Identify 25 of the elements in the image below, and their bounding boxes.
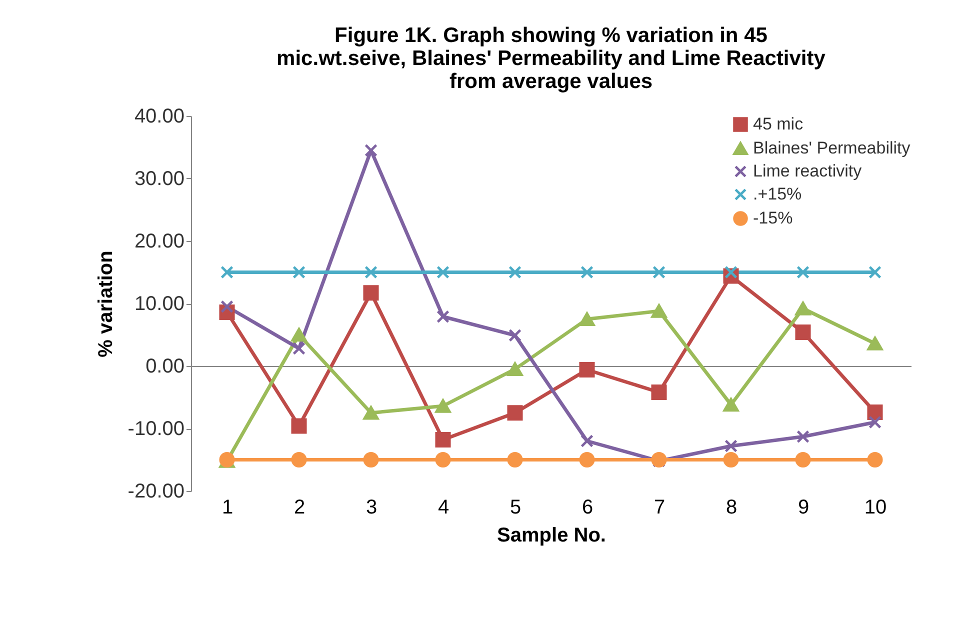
x-tick-label: 5 [510, 496, 522, 518]
x-tick-label: 2 [294, 496, 306, 518]
y-tick-label: 20.00 [134, 230, 184, 252]
x-tick-label: 4 [438, 496, 450, 518]
x-tick-label: 10 [864, 496, 887, 518]
y-tick-label: 10.00 [134, 293, 184, 315]
legend-label: .+15% [753, 184, 802, 204]
legend-label: Blaines' Permeability [753, 138, 911, 158]
y-tick-label: -20.00 [128, 480, 184, 502]
x-tick-label: 1 [222, 496, 234, 518]
legend-label: -15% [753, 208, 793, 228]
x-tick-label: 8 [726, 496, 738, 518]
y-tick-label: 0.00 [146, 356, 184, 378]
x-tick-label: 6 [582, 496, 594, 518]
y-axis-title: % variation [94, 250, 117, 358]
x-axis-title: Sample No. [497, 524, 606, 546]
y-tick-label: 40.00 [134, 106, 184, 128]
legend-label: Lime reactivity [753, 162, 862, 180]
chart-title: Figure 1K. Graph showing % variation in 45 mic.wt.seive, Blaines' Permeability and Lime Reactivity from average values [276, 24, 826, 93]
y-tick-label: 30.00 [134, 168, 184, 190]
x-tick-label: 7 [654, 496, 666, 518]
y-tick-label: -10.00 [128, 418, 184, 440]
legend-label: 45 mic [753, 114, 804, 134]
x-tick-label: 9 [798, 496, 810, 518]
x-tick-label: 3 [366, 496, 378, 518]
